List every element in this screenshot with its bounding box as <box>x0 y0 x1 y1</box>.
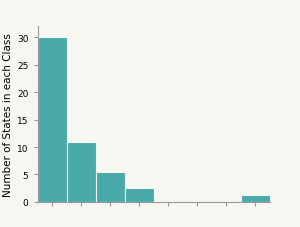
Y-axis label: Number of States in each Class: Number of States in each Class <box>3 33 13 196</box>
Bar <box>96 172 125 202</box>
Bar <box>125 188 154 202</box>
Bar <box>241 195 270 202</box>
Bar <box>67 142 96 202</box>
Bar <box>38 38 67 202</box>
